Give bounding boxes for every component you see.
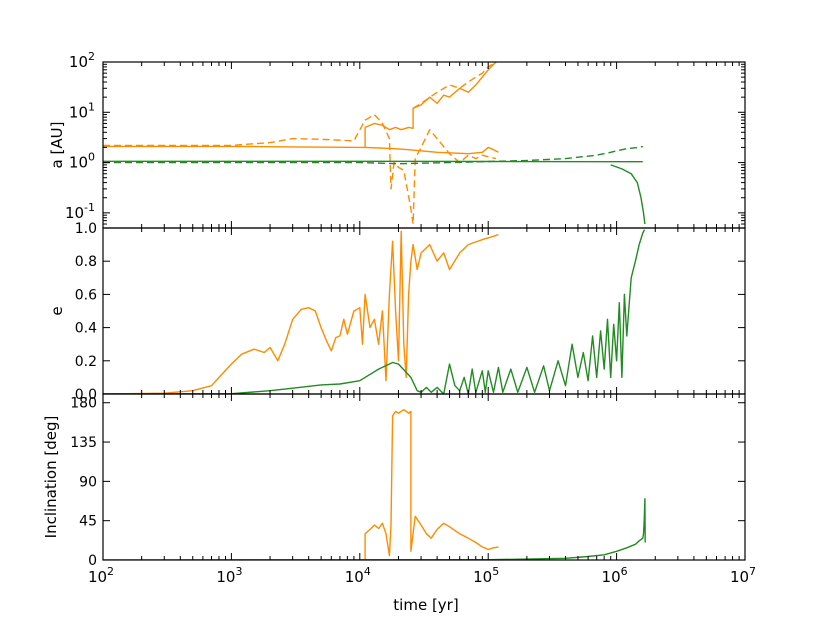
series-inc-green-solid-1 [103,498,646,560]
y-tick-label: 101 [69,100,95,121]
y-tick-label: 45 [79,514,97,530]
x-tick-label: 105 [473,565,499,586]
x-tick-label: 102 [88,565,114,586]
panel-a-frame [102,61,746,229]
x-tick-label: 103 [216,565,242,586]
panel-e: 1.0 0.8 0.6 0.4 0.2 0.0 e [48,221,746,403]
panel-e-series [103,229,646,394]
y-axis-label-e: e [48,306,66,315]
x-axis-label: time [yr] [393,596,458,614]
y-tick-label: 180 [70,396,97,412]
y-tick-label: 10-1 [65,201,95,222]
series-a-green-solid-6 [610,164,646,225]
panel-e-frame [102,227,746,395]
series-a-green-dashed-5 [103,145,643,165]
panel-inc: 180 135 90 45 0 Inclination [deg] [42,393,746,569]
series-a-orange-solid-0 [103,62,497,149]
series-a-orange-solid-1 [365,146,499,155]
y-tick-label: 0.4 [75,321,97,337]
y-tick-label: 135 [70,435,97,451]
y-axis-label-inc: Inclination [deg] [42,416,60,539]
panel-a-series [103,62,646,225]
y-tick-label: 102 [69,50,95,71]
y-tick-label: 0.2 [75,354,97,370]
panels-layer: a [AU] 102 101 100 10-11.0 0.8 0.6 0.4 0.2 0.0 e 18… [42,50,756,586]
y-tick-label: 0.8 [75,254,97,270]
x-tick-label: 106 [602,565,628,586]
series-e-orange-solid-0 [103,230,499,394]
y-tick-label: 100 [69,151,95,172]
y-tick-label: 0 [88,553,97,569]
y-tick-label: 0.0 [75,387,97,403]
panel-inc-frame [102,393,746,561]
series-inc-orange-solid-0 [364,409,499,560]
series-a-orange-dashed-2 [103,113,497,225]
x-tick-label: 104 [345,565,371,586]
series-a-orange-dashed-3 [412,62,497,109]
y-tick-label: 1.0 [75,221,97,237]
y-axis-label-a: a [AU] [48,122,66,169]
y-tick-label: 90 [79,474,97,490]
x-tick-label: 107 [730,565,756,586]
series-e-green-solid-1 [103,229,646,394]
y-tick-label: 0.6 [75,287,97,303]
panel-a: a [AU] [48,61,746,229]
panel-inc-series [103,409,646,560]
